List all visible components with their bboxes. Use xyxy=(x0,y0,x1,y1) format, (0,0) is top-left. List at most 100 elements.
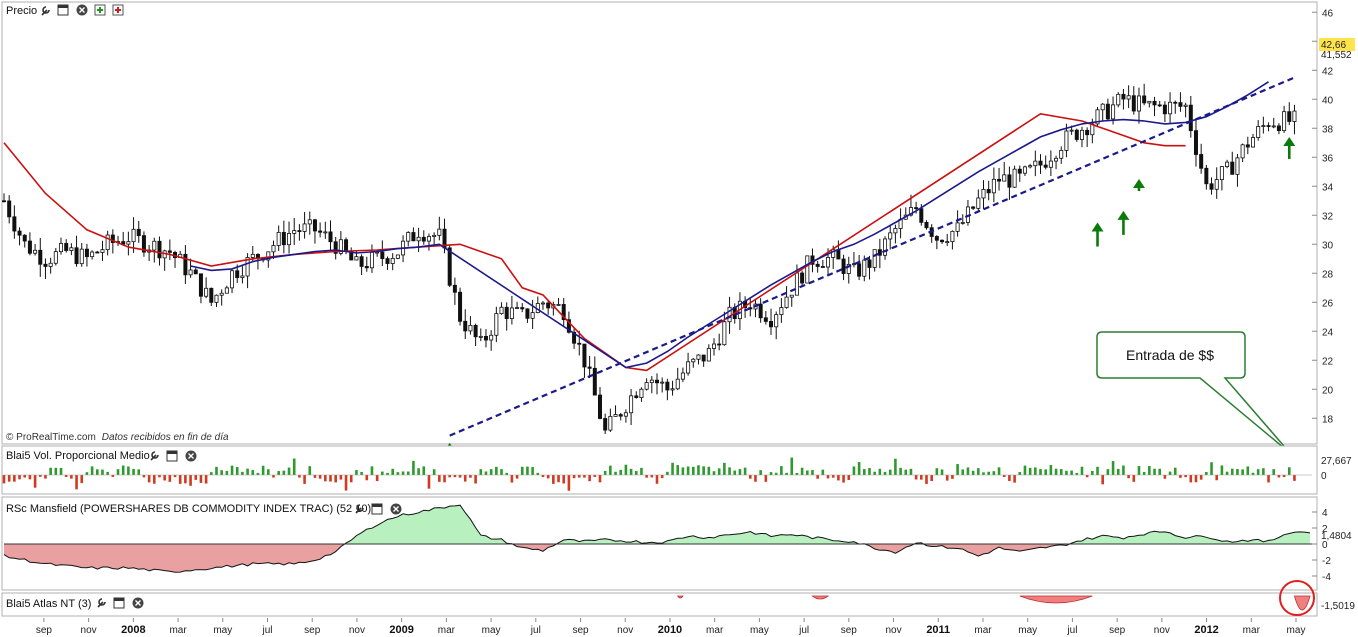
candle-body xyxy=(22,234,27,242)
wrench-icon[interactable] xyxy=(97,598,106,608)
candle-body xyxy=(991,178,996,194)
candle-body xyxy=(214,294,219,303)
volume-bar-up xyxy=(1044,469,1047,475)
wrench-icon[interactable] xyxy=(150,451,159,461)
volume-bar-up xyxy=(489,469,493,475)
volume-bar-down xyxy=(588,475,591,482)
volume-bar-down xyxy=(816,475,819,479)
candle-body xyxy=(458,291,463,322)
volume-bar-down xyxy=(453,475,457,478)
volume-bar-down xyxy=(951,475,954,479)
volume-bars xyxy=(2,457,1312,491)
volume-bar-down xyxy=(152,475,156,484)
wrench-icon[interactable] xyxy=(355,504,364,514)
candle-body xyxy=(141,235,146,253)
volume-bar-down xyxy=(75,475,78,490)
candle-body xyxy=(1038,160,1043,166)
volume-bar-up xyxy=(785,472,788,475)
candle-body xyxy=(483,335,488,341)
rsc-tick-label: 4 xyxy=(1322,508,1328,519)
candle-body xyxy=(1287,111,1292,122)
volume-bar-up xyxy=(241,471,244,475)
volume-bar-up xyxy=(1075,472,1079,475)
candle-body xyxy=(1204,167,1209,185)
candle-body xyxy=(945,241,950,244)
volume-bar-down xyxy=(158,475,161,478)
candle-body xyxy=(686,361,691,374)
candle-body xyxy=(494,313,499,336)
candle-body xyxy=(447,247,452,286)
candle-body xyxy=(997,178,1002,182)
volume-bar-down xyxy=(204,475,208,484)
volume-bar-down xyxy=(142,475,146,478)
candle-body xyxy=(1131,95,1136,112)
candle-body xyxy=(198,273,203,297)
candle-body xyxy=(369,251,374,269)
volume-bar-down xyxy=(1127,475,1130,479)
candle-body xyxy=(359,256,364,267)
volume-bar-up xyxy=(1028,467,1032,475)
x-tick-label: mar xyxy=(974,625,992,636)
volume-bar-down xyxy=(562,475,566,484)
candle-body xyxy=(1126,95,1131,100)
volume-bar-up xyxy=(1262,468,1265,475)
candle-body xyxy=(1048,160,1053,168)
volume-bar-down xyxy=(443,475,446,483)
candle-body xyxy=(7,200,12,218)
candle-body xyxy=(872,249,877,268)
volume-bar-up xyxy=(251,470,255,475)
volume-bar-up xyxy=(1220,465,1224,475)
candle-body xyxy=(1240,144,1245,159)
rsc-last-label: 1,4804 xyxy=(1321,531,1352,542)
volume-bar-down xyxy=(748,475,752,479)
red-moving-average xyxy=(3,112,1186,372)
atlas-last-label: -1,5019 xyxy=(1321,601,1355,612)
candle-body xyxy=(276,231,281,246)
volume-bar-down xyxy=(163,475,166,481)
volume-bar-down xyxy=(2,475,6,484)
volume-bar-down xyxy=(7,475,11,482)
volume-bar-up xyxy=(971,470,975,475)
candle-body xyxy=(504,306,509,319)
x-tick-label: jul xyxy=(261,625,272,636)
volume-bar-up xyxy=(873,471,876,475)
candle-body xyxy=(426,236,431,242)
candle-body xyxy=(432,234,437,237)
volume-bar-up xyxy=(723,462,726,475)
candle-body xyxy=(986,189,991,194)
volume-bar-up xyxy=(878,468,882,475)
volume-bar-up xyxy=(292,458,296,475)
candle-body xyxy=(1147,100,1152,104)
candle-body xyxy=(48,262,53,267)
candle-body xyxy=(478,335,483,338)
candle-body xyxy=(499,306,504,315)
volume-bar-up xyxy=(1256,469,1260,475)
candle-body xyxy=(919,208,924,223)
candle-body xyxy=(618,414,623,417)
volume-bar-down xyxy=(13,475,16,482)
x-tick-label: 2010 xyxy=(658,624,682,636)
candle-body xyxy=(1271,125,1276,128)
candle-body xyxy=(1033,160,1038,167)
x-tick-label: nov xyxy=(885,625,901,636)
candle-body xyxy=(385,258,390,264)
candle-body xyxy=(1059,150,1064,159)
volume-bar-down xyxy=(1101,475,1104,485)
candle-body xyxy=(525,308,530,319)
volume-bar-down xyxy=(572,475,576,479)
volume-bar-up xyxy=(671,462,674,475)
volume-bar-up xyxy=(1018,472,1022,475)
candle-body xyxy=(556,304,561,306)
remove-indicator-mark xyxy=(115,7,121,13)
volume-bar-up xyxy=(1230,468,1234,475)
candle-body xyxy=(266,251,271,261)
volume-bar-up xyxy=(417,468,420,475)
volume-bar-up xyxy=(795,472,799,475)
candle-body xyxy=(758,303,763,319)
wrench-icon[interactable] xyxy=(41,6,50,16)
candle-body xyxy=(784,296,789,308)
volume-bar-up xyxy=(997,467,1001,475)
price-tick-label: 42 xyxy=(1322,66,1334,77)
volume-bar-down xyxy=(920,475,923,480)
candle-body xyxy=(805,255,810,284)
